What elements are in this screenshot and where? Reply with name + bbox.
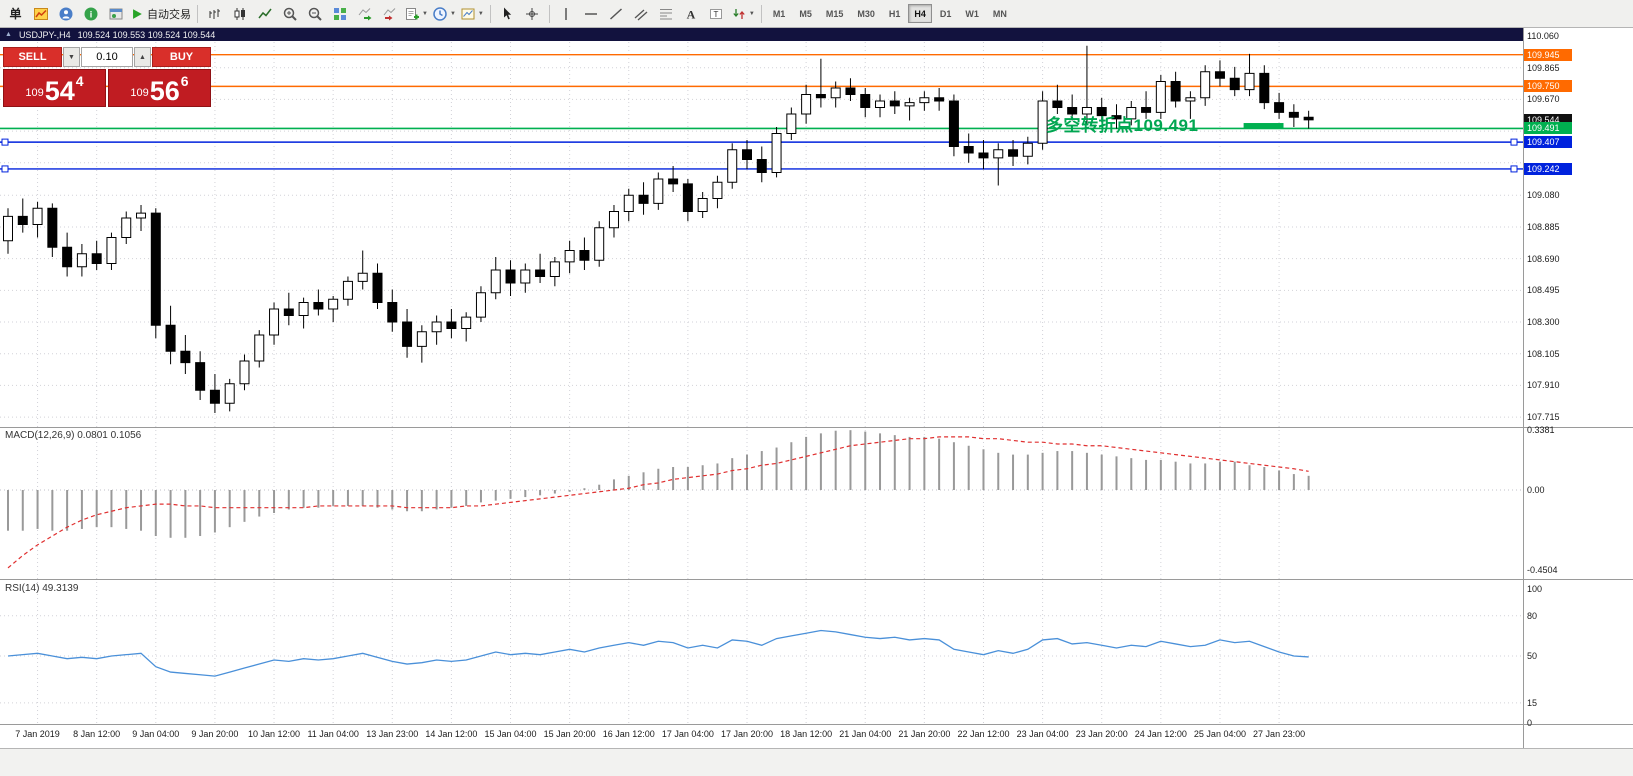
timeframe-m1[interactable]: M1 — [772, 8, 786, 19]
cursor-icon[interactable] — [496, 2, 519, 25]
chart-ohlc-values: 109.524 109.553 109.524 109.544 — [77, 29, 216, 40]
hline-handle[interactable] — [1, 165, 9, 173]
timeframe-m15[interactable]: M15 — [825, 8, 844, 19]
timeframe-mn[interactable]: MN — [992, 8, 1007, 19]
pane-separators — [0, 28, 1633, 748]
rsi-pane-label: RSI(14) 49.3139 — [5, 583, 79, 594]
auto-scroll-icon[interactable] — [353, 2, 376, 25]
toolbar-separator — [197, 4, 198, 23]
pivot-highlight-segment[interactable] — [1243, 123, 1284, 130]
timeframe-d1[interactable]: D1 — [939, 8, 952, 19]
zoom-out-icon[interactable] — [303, 2, 326, 25]
arrows-icon[interactable]: ▼ — [730, 2, 756, 25]
market-watch-icon[interactable] — [29, 2, 52, 25]
vertical-line-icon[interactable] — [555, 2, 578, 25]
ask-main-digits: 56 — [149, 76, 180, 107]
bid-price-box[interactable]: 109 54 4 — [3, 69, 106, 107]
fibonacci-icon[interactable] — [655, 2, 678, 25]
lot-size-input[interactable] — [81, 47, 133, 67]
hline-handle[interactable] — [1, 138, 9, 146]
navigator-icon[interactable]: i — [79, 2, 102, 25]
svg-text:A: A — [687, 7, 696, 21]
hline-handle[interactable] — [1510, 138, 1518, 146]
buy-button[interactable]: BUY — [152, 47, 211, 67]
bid-prefix: 109 — [25, 87, 44, 99]
candles-layer — [3, 45, 1314, 413]
line-chart-icon[interactable] — [253, 2, 276, 25]
chart-symbol-title: USDJPY-,H4 — [18, 29, 71, 40]
window-footer — [0, 748, 1633, 776]
lot-decrease-button[interactable]: ▼ — [63, 47, 80, 67]
grid-layer — [0, 35, 1523, 723]
auto-trading-button[interactable]: 自动交易 — [129, 2, 192, 25]
hline-handle[interactable] — [1510, 165, 1518, 173]
zoom-in-icon[interactable] — [278, 2, 301, 25]
new-chart-icon[interactable]: ▼ — [403, 2, 429, 25]
toolbar: 单 i 自动交易 ▼ ▼ ▼ A T ▼ M1 M5 M15 M30 H1 H4 D1 W1 MN — [0, 0, 1633, 28]
timeframe-h1[interactable]: H1 — [888, 8, 901, 19]
candlestick-chart-icon[interactable] — [228, 2, 251, 25]
bid-pip-digit: 4 — [75, 73, 84, 89]
toolbar-separator — [489, 4, 491, 23]
timeframe-w1[interactable]: W1 — [965, 8, 979, 19]
rsi-line — [7, 629, 1309, 677]
svg-text:T: T — [714, 9, 719, 18]
dropdown-arrow-icon: ▼ — [477, 10, 484, 17]
svg-text:i: i — [89, 9, 92, 19]
dropdown-arrow-icon: ▼ — [422, 10, 428, 17]
data-window-icon[interactable] — [54, 2, 77, 25]
chart-window-icon: ▲ — [5, 31, 12, 38]
dropdown-arrow-icon: ▼ — [748, 10, 755, 17]
crosshair-icon[interactable] — [521, 2, 544, 25]
trendline-icon[interactable] — [605, 2, 628, 25]
lot-increase-button[interactable]: ▲ — [134, 47, 151, 67]
pivot-annotation: 多空转折点109.491 — [1046, 116, 1199, 135]
bid-main-digits: 54 — [44, 76, 75, 107]
new-order-button[interactable]: 单 — [9, 7, 22, 21]
toolbar-separator — [760, 4, 762, 23]
play-icon — [133, 8, 142, 19]
timeframe-h4[interactable]: H4 — [908, 4, 932, 23]
macd-pane-label: MACD(12,26,9) 0.0801 0.1056 — [5, 430, 142, 441]
templates-icon[interactable]: ▼ — [459, 2, 485, 25]
macd-histogram — [7, 430, 1310, 538]
horizontal-line-icon[interactable] — [580, 2, 603, 25]
chart-shift-icon[interactable] — [378, 2, 401, 25]
text-icon[interactable]: A — [680, 2, 703, 25]
sell-button[interactable]: SELL — [3, 47, 62, 67]
terminal-icon[interactable] — [104, 2, 127, 25]
chart-title-bar: ▲ USDJPY-,H4 109.524 109.553 109.524 109… — [0, 28, 1523, 41]
ask-prefix: 109 — [130, 87, 149, 99]
macd-signal-line — [7, 436, 1309, 569]
label-icon[interactable]: T — [705, 2, 728, 25]
tile-windows-icon[interactable] — [328, 2, 351, 25]
ask-price-box[interactable]: 109 56 6 — [108, 69, 211, 107]
toolbar-separator — [548, 4, 550, 23]
dropdown-arrow-icon: ▼ — [449, 10, 456, 17]
ask-pip-digit: 6 — [180, 73, 189, 89]
channel-icon[interactable] — [630, 2, 653, 25]
timeframe-m30[interactable]: M30 — [857, 8, 875, 19]
periods-icon[interactable]: ▼ — [431, 2, 457, 25]
bar-chart-icon[interactable] — [203, 2, 226, 25]
timeframe-m5[interactable]: M5 — [799, 8, 812, 19]
